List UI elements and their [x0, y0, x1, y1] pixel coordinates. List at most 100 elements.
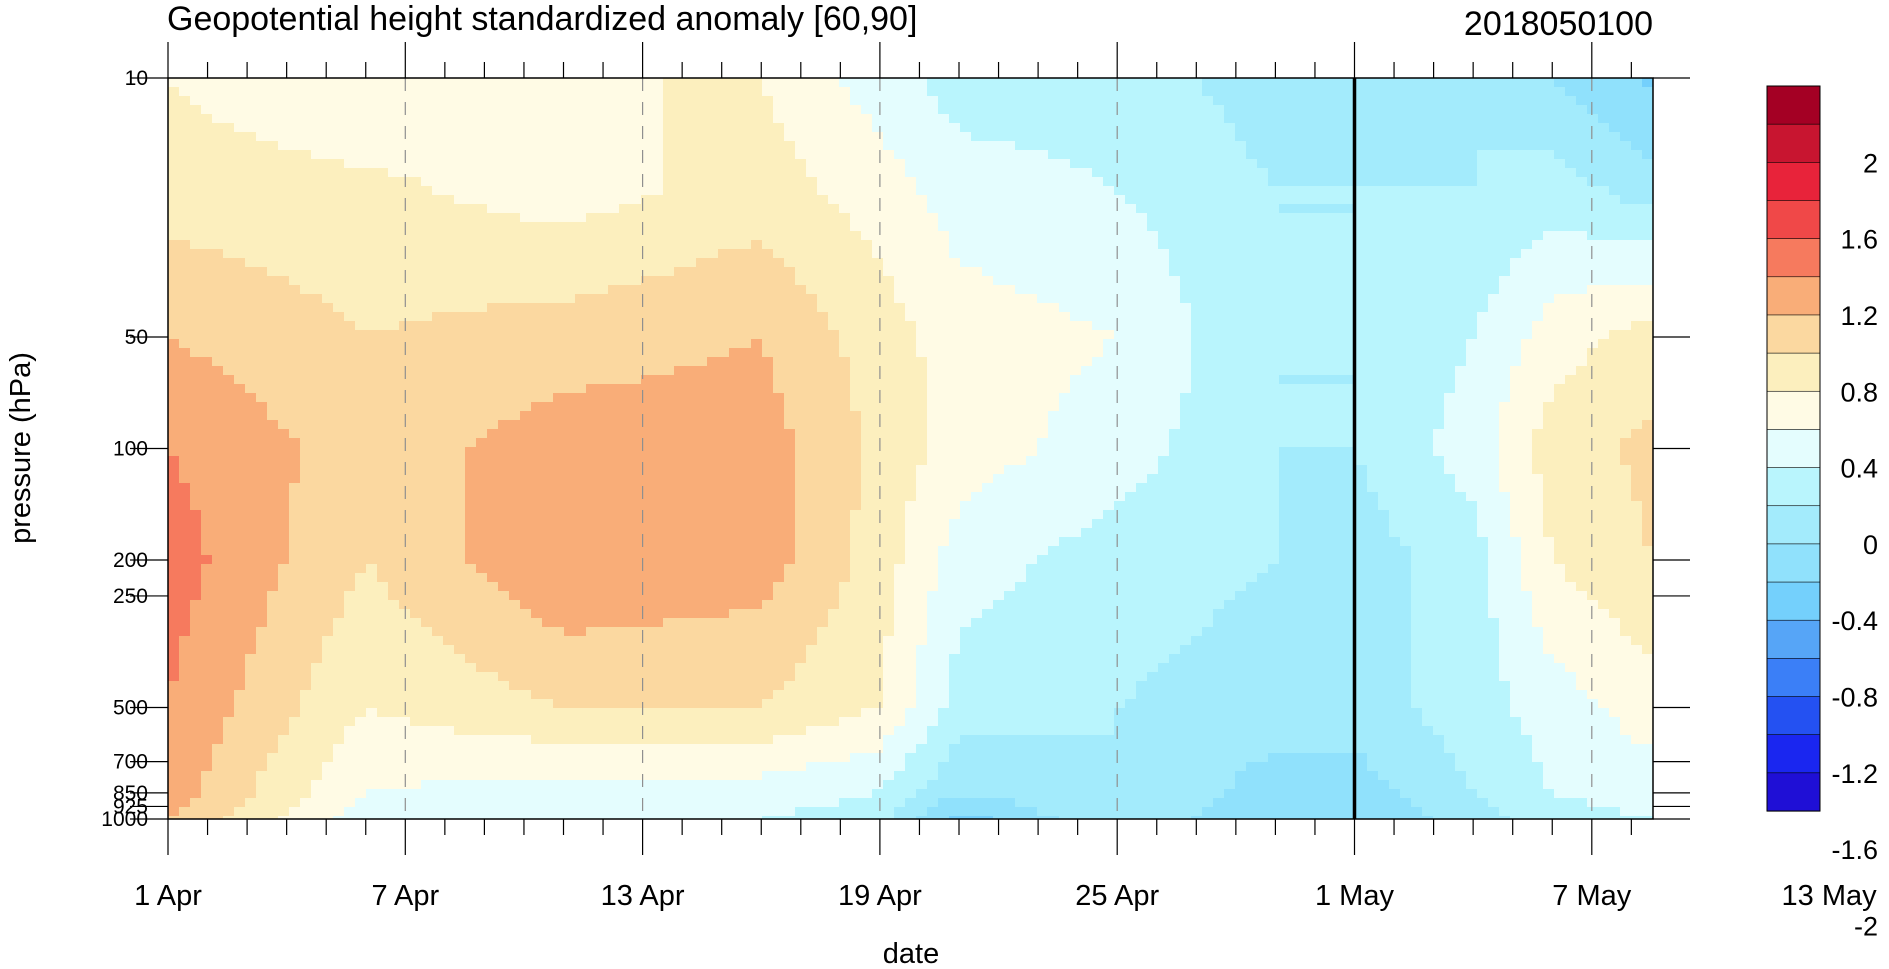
contour-cell	[1048, 249, 1060, 259]
contour-cell	[1510, 375, 1522, 385]
contour-cell	[1301, 348, 1313, 358]
contour-cell	[498, 321, 510, 331]
contour-cell	[1477, 393, 1489, 403]
contour-cell	[685, 402, 697, 412]
contour-cell	[1477, 78, 1489, 88]
contour-cell	[1411, 321, 1423, 331]
contour-cell	[1587, 294, 1599, 304]
contour-cell	[1213, 294, 1225, 304]
contour-cell	[1312, 114, 1324, 124]
contour-cell	[1125, 78, 1137, 88]
contour-cell	[597, 402, 609, 412]
contour-cell	[938, 339, 950, 349]
contour-cell	[1213, 348, 1225, 358]
contour-cell	[1389, 213, 1401, 223]
contour-cell	[1026, 384, 1038, 394]
contour-cell	[509, 213, 521, 223]
contour-cell	[410, 312, 422, 322]
contour-cell	[322, 168, 334, 178]
contour-cell	[861, 141, 873, 151]
contour-cell	[1543, 267, 1555, 277]
contour-cell	[1587, 195, 1599, 205]
contour-cell	[256, 78, 268, 88]
contour-cell	[344, 321, 356, 331]
contour-cell	[597, 384, 609, 394]
contour-cell	[729, 150, 741, 160]
contour-cell	[1411, 258, 1423, 268]
contour-cell	[1543, 141, 1555, 151]
contour-cell	[1224, 393, 1236, 403]
contour-cell	[1323, 330, 1335, 340]
contour-cell	[454, 177, 466, 187]
contour-cell	[201, 366, 213, 376]
contour-cell	[993, 132, 1005, 142]
contour-cell	[685, 96, 697, 106]
contour-cell	[1048, 393, 1060, 403]
contour-cell	[773, 123, 785, 133]
contour-cell	[905, 321, 917, 331]
contour-cell	[795, 141, 807, 151]
contour-cell	[1092, 303, 1104, 313]
contour-cell	[1103, 78, 1115, 88]
contour-cell	[872, 339, 884, 349]
contour-cell	[1026, 78, 1038, 88]
contour-cell	[509, 348, 521, 358]
contour-cell	[883, 357, 895, 367]
contour-cell	[1598, 159, 1610, 169]
contour-cell	[751, 177, 763, 187]
contour-cell	[509, 330, 521, 340]
contour-cell	[608, 402, 620, 412]
contour-cell	[740, 222, 752, 232]
contour-cell	[1521, 141, 1533, 151]
contour-cell	[1411, 213, 1423, 223]
contour-cell	[707, 150, 719, 160]
contour-cell	[630, 276, 642, 286]
contour-cell	[696, 96, 708, 106]
contour-cell	[1587, 258, 1599, 268]
contour-cell	[1521, 366, 1533, 376]
contour-cell	[267, 186, 279, 196]
contour-cell	[300, 141, 312, 151]
contour-cell	[421, 186, 433, 196]
contour-cell	[1257, 285, 1269, 295]
contour-cell	[1576, 348, 1588, 358]
contour-cell	[1455, 132, 1467, 142]
contour-cell	[1422, 105, 1434, 115]
contour-cell	[1620, 204, 1632, 214]
contour-cell	[784, 330, 796, 340]
contour-cell	[1301, 339, 1313, 349]
contour-cell	[564, 87, 576, 97]
contour-cell	[1246, 258, 1258, 268]
contour-cell	[1081, 105, 1093, 115]
contour-cell	[190, 339, 202, 349]
contour-cell	[773, 105, 785, 115]
contour-cell	[300, 285, 312, 295]
contour-cell	[850, 123, 862, 133]
contour-cell	[1125, 348, 1137, 358]
contour-cell	[883, 141, 895, 151]
contour-cell	[1444, 348, 1456, 358]
contour-cell	[927, 123, 939, 133]
contour-cell	[1609, 357, 1621, 367]
contour-cell	[520, 168, 532, 178]
contour-cell	[1554, 186, 1566, 196]
contour-cell	[806, 78, 818, 88]
contour-cell	[520, 114, 532, 124]
contour-cell	[564, 384, 576, 394]
contour-cell	[1433, 348, 1445, 358]
contour-cell	[1455, 159, 1467, 169]
contour-cell	[839, 141, 851, 151]
contour-cell	[597, 186, 609, 196]
contour-cell	[630, 177, 642, 187]
contour-cell	[1114, 267, 1126, 277]
contour-cell	[1125, 168, 1137, 178]
contour-cell	[1334, 285, 1346, 295]
contour-cell	[1015, 294, 1027, 304]
contour-cell	[1092, 402, 1104, 412]
contour-cell	[619, 150, 631, 160]
contour-cell	[1114, 132, 1126, 142]
contour-cell	[707, 267, 719, 277]
contour-cell	[1169, 150, 1181, 160]
contour-cell	[1510, 204, 1522, 214]
contour-cell	[1499, 231, 1511, 241]
